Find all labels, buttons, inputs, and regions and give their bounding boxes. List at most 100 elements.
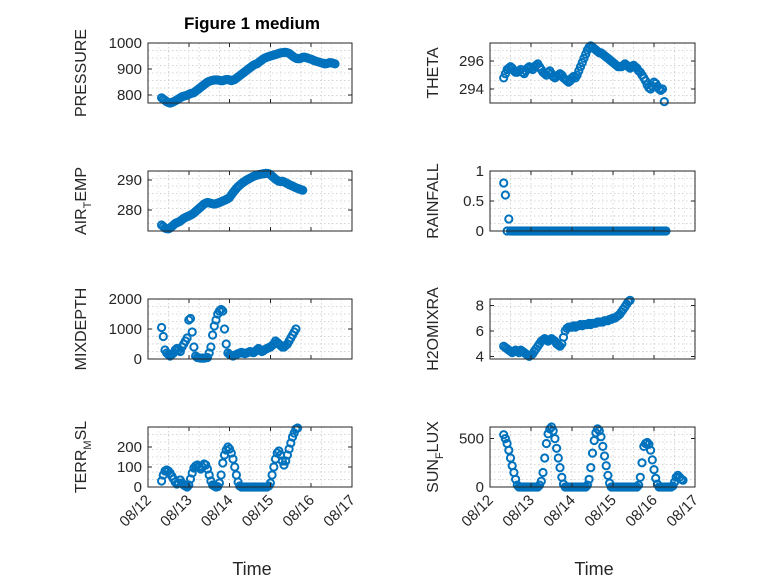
data-point (642, 437, 652, 448)
data-point (221, 339, 231, 349)
y-axis-label: PRESSURE (73, 29, 90, 117)
data-point (499, 178, 509, 188)
subplot-terr-msl: 0 100 200 08/12 08/13 08/14 08/15 08/16 08/17 TER… (73, 421, 359, 531)
data-point (587, 448, 598, 458)
y-tick-label: 800 (117, 87, 142, 104)
data-point (678, 475, 688, 485)
data-point (228, 454, 238, 464)
x-tick-label: 08/12 (116, 492, 155, 531)
data-point (499, 73, 509, 83)
x-tick-label: 08/16 (279, 492, 318, 531)
x-tick-label: 08/14 (198, 492, 237, 531)
x-tick-label: 08/15 (581, 492, 620, 531)
data-point (230, 462, 240, 472)
data-point (158, 331, 168, 342)
axes-box (489, 426, 696, 488)
data-point (640, 76, 651, 86)
data-point (657, 84, 668, 94)
data-point (504, 214, 514, 224)
y-tick-label: 0 (134, 479, 142, 496)
data-point (182, 333, 192, 343)
data-point (216, 304, 226, 315)
y-tick-label: 100 (117, 459, 142, 476)
data-point (659, 97, 669, 107)
data-point (649, 465, 659, 475)
x-tick-label: 08/16 (622, 492, 661, 531)
data-point (291, 324, 301, 334)
y-axis-label: H2OMIXRA (425, 287, 442, 371)
y-tick-label: 0 (476, 223, 484, 240)
figure-title: Figure 1 medium (184, 14, 320, 33)
y-tick-label: 280 (117, 202, 142, 219)
data-point (596, 432, 606, 442)
y-axis-label: SUNFLUX (425, 421, 446, 493)
data-point (189, 342, 199, 352)
data-point (647, 455, 657, 465)
data-point (216, 470, 226, 480)
data-point (603, 470, 613, 480)
data-point (581, 49, 591, 59)
data-point (206, 342, 216, 352)
data-point (500, 190, 510, 200)
x-tick-label: 08/17 (663, 492, 702, 531)
y-tick-label: 294 (459, 81, 484, 98)
data-point (541, 438, 552, 449)
data-point (637, 458, 647, 468)
subplot-mixdepth: 0 1000 2000 MIXDEPTH (73, 288, 353, 370)
y-tick-label: 290 (117, 172, 142, 189)
data-point (184, 315, 194, 325)
y-tick-label: 4 (476, 348, 484, 365)
x-tick-label: 08/14 (540, 492, 579, 531)
data-point (163, 349, 173, 360)
subplot-air-temp: 280 290 AIRTEMP (73, 167, 353, 235)
x-tick-label: 08/17 (320, 492, 359, 531)
y-tick-label: 2000 (109, 291, 142, 308)
x-tick-label: 08/12 (458, 492, 497, 531)
data-point (187, 468, 197, 478)
subplot-rainfall: 0 0.5 1 RAINFALL (425, 163, 696, 240)
y-tick-label: 0 (476, 479, 484, 496)
data-point (269, 462, 279, 472)
data-point (187, 327, 197, 337)
data-point (202, 352, 213, 363)
data-point (540, 453, 550, 463)
y-axis-label: THETA (425, 47, 442, 99)
y-tick-label: 900 (117, 61, 142, 78)
x-axis-label-left: Time (232, 559, 271, 579)
data-point (298, 185, 308, 195)
data-point (330, 59, 340, 69)
data-point (601, 461, 611, 471)
data-point (584, 474, 594, 484)
axes-box (147, 170, 353, 232)
subplot-theta: 294 296 THETA (425, 41, 696, 107)
y-tick-label: 200 (117, 439, 142, 456)
data-point (218, 458, 228, 468)
y-axis-label: AIRTEMP (73, 167, 94, 235)
y-tick-label: 0.5 (463, 193, 484, 210)
data-point (625, 295, 635, 305)
data-point (175, 346, 185, 357)
subplot-h2omixra: 4 6 8 H2OMIXRA (425, 287, 696, 371)
data-point (555, 463, 565, 473)
data-point (538, 467, 548, 478)
data-point (635, 472, 645, 482)
data-point (208, 330, 218, 340)
y-tick-label: 1000 (109, 321, 142, 338)
y-tick-label: 500 (459, 431, 484, 448)
data-point (218, 306, 228, 316)
y-tick-label: 296 (459, 53, 484, 70)
data-point (598, 441, 608, 451)
data-point (646, 445, 656, 455)
data-point (572, 70, 582, 80)
data-point (157, 322, 167, 333)
data-point (574, 66, 584, 76)
data-point (185, 313, 196, 324)
axes-box (489, 298, 696, 360)
data-point (552, 443, 562, 453)
data-point (586, 463, 596, 473)
y-tick-label: 8 (476, 297, 484, 314)
x-tick-label: 08/13 (499, 492, 538, 531)
y-tick-label: 1000 (109, 35, 142, 52)
